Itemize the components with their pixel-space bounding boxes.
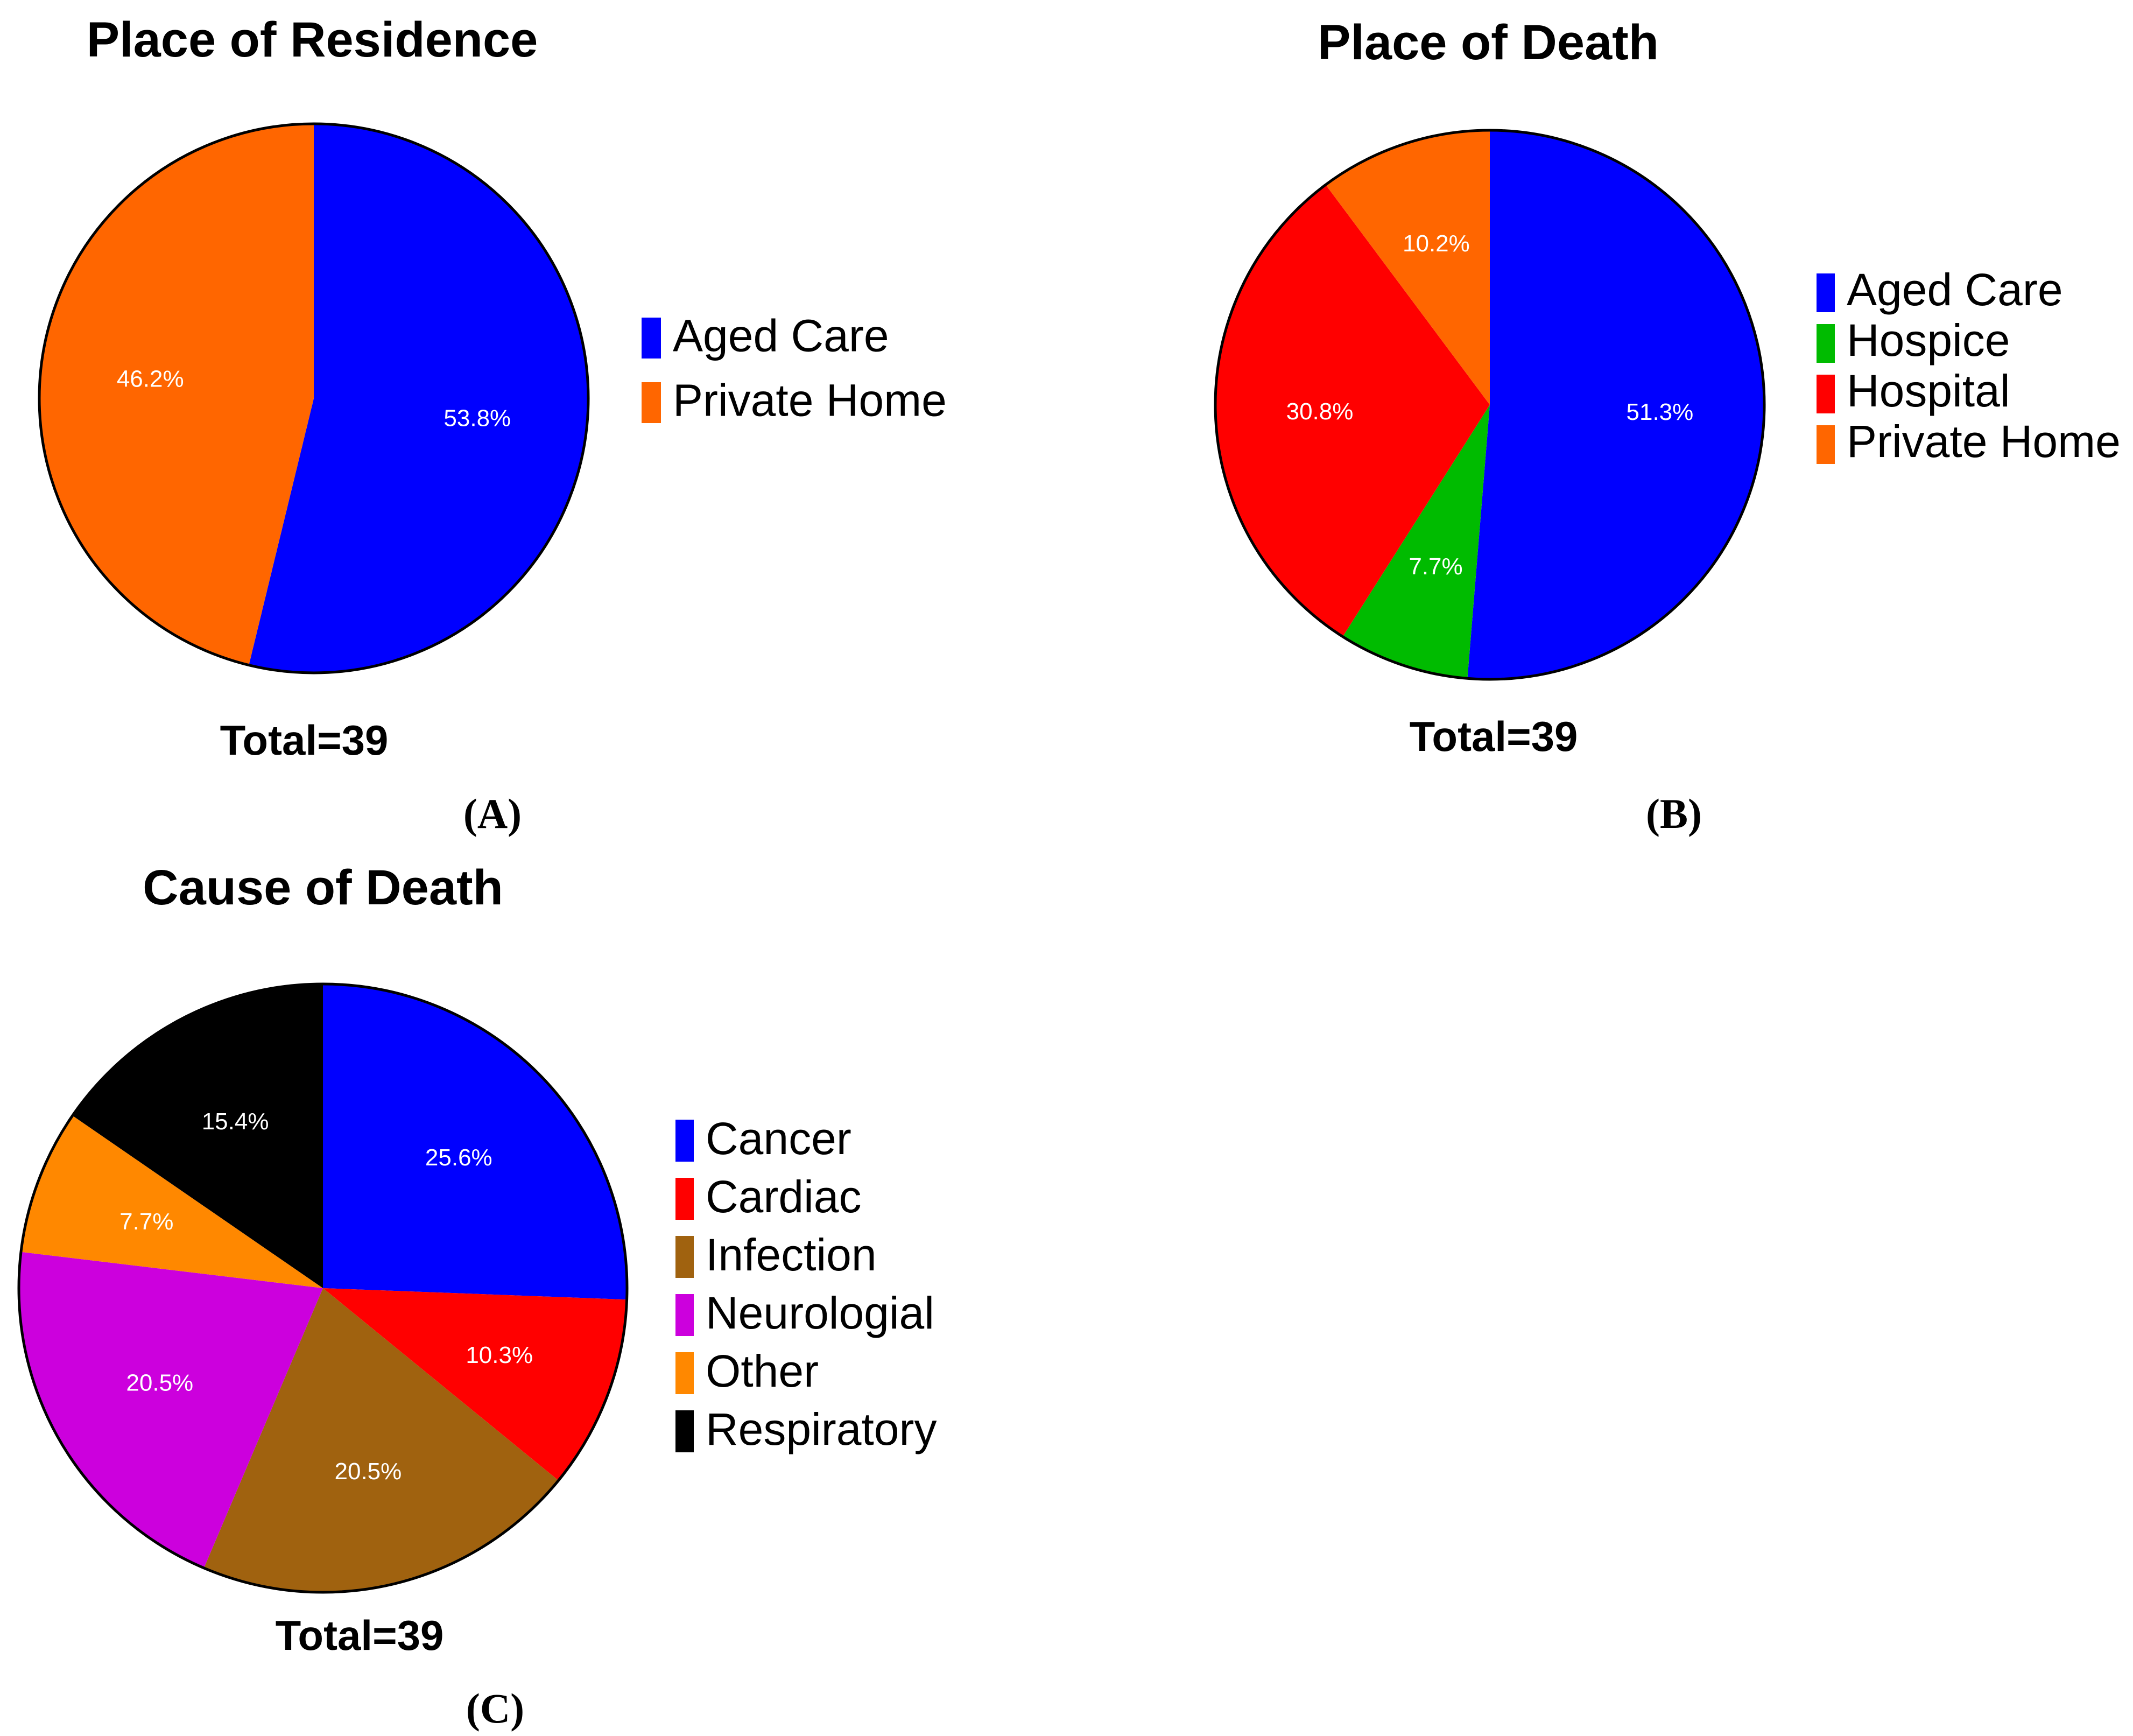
pie-outline	[17, 982, 629, 1594]
legend-label: Private Home	[1847, 416, 2121, 467]
legend-swatch	[675, 1294, 694, 1336]
pie-chart-place-of-residence: Place of Residence 53.8% 46.2% Aged Care P…	[38, 12, 947, 837]
slice-value-label: 20.5%	[126, 1370, 193, 1396]
pie-slice-private-home	[39, 124, 314, 665]
pie-slice-aged-care	[249, 123, 589, 673]
panel-label: (B)	[1646, 790, 1702, 837]
pie-slice-cancer	[323, 983, 628, 1300]
total-label: Total=39	[276, 1612, 444, 1659]
pie-slice-hospital	[1215, 185, 1490, 637]
legend-label: Infection	[706, 1229, 877, 1280]
slice-value-label: 30.8%	[1286, 398, 1354, 425]
slice-value-label: 25.6%	[425, 1144, 492, 1171]
pie-slices: 25.6% 10.3% 20.5% 20.5% 7.7% 15.4%	[17, 982, 629, 1594]
legend-swatch	[675, 1410, 694, 1452]
chart-title: Place of Residence	[87, 12, 538, 67]
legend-label: Aged Care	[1847, 264, 2063, 315]
slice-value-label: 7.7%	[119, 1208, 173, 1235]
slice-value-label: 20.5%	[335, 1458, 402, 1485]
slice-value-label: 10.3%	[466, 1342, 533, 1368]
legend-label: Aged Care	[673, 310, 889, 361]
legend-label: Cardiac	[706, 1171, 861, 1222]
panel-label: (C)	[466, 1685, 524, 1732]
legend-swatch	[1817, 375, 1835, 413]
pie-slice-cardiac	[323, 1288, 627, 1481]
legend-swatch	[675, 1236, 694, 1278]
legend-swatch	[675, 1352, 694, 1394]
pie-slices: 53.8% 46.2%	[38, 122, 590, 674]
legend-label: Neurologial	[706, 1288, 934, 1338]
slice-value-label: 53.8%	[444, 405, 511, 431]
chart-title: Place of Death	[1318, 15, 1659, 70]
legend-swatch	[1817, 324, 1835, 363]
chart-title: Cause of Death	[143, 860, 503, 915]
pie-chart-cause-of-death: Cause of Death 25.6% 10.3% 20.5% 20.5% 7.7% 1…	[17, 860, 937, 1732]
total-label: Total=39	[1410, 713, 1578, 760]
legend-swatch	[1817, 425, 1835, 464]
legend-label: Hospice	[1847, 315, 2010, 366]
pie-slice-infection	[203, 1288, 559, 1592]
slice-value-label: 7.7%	[1409, 553, 1462, 580]
slice-value-label: 10.2%	[1403, 230, 1470, 257]
legend-swatch	[675, 1120, 694, 1162]
pie-slice-other	[21, 1115, 323, 1288]
legend-label: Cancer	[706, 1113, 851, 1164]
legend-swatch	[642, 318, 661, 359]
pie-outline	[1214, 129, 1766, 681]
total-label: Total=39	[220, 716, 389, 764]
legend: Cancer Cardiac Infection Neurologial Other Re…	[675, 1113, 937, 1454]
slice-value-label: 51.3%	[1627, 399, 1694, 425]
legend: Aged Care Private Home	[642, 310, 947, 425]
pie-outline	[38, 122, 590, 674]
pie-slices: 51.3% 7.7% 30.8% 10.2%	[1214, 129, 1766, 681]
legend-label: Other	[706, 1346, 819, 1396]
pie-slice-hospice	[1342, 405, 1490, 679]
panel-label: (A)	[463, 790, 522, 837]
legend-swatch	[675, 1178, 694, 1220]
pie-chart-place-of-death: Place of Death 51.3% 7.7% 30.8% 10.2% Aged …	[1214, 15, 2121, 837]
legend-label: Respiratory	[706, 1404, 937, 1454]
legend-label: Private Home	[673, 375, 947, 425]
legend-label: Hospital	[1847, 366, 2010, 416]
slice-value-label: 15.4%	[202, 1108, 269, 1135]
pie-slice-respiratory	[72, 984, 323, 1288]
pie-slice-aged-care	[1467, 130, 1764, 679]
legend-swatch	[642, 382, 661, 423]
legend-swatch	[1817, 273, 1835, 312]
slice-value-label: 46.2%	[117, 366, 184, 392]
pie-slice-private-home	[1326, 130, 1490, 405]
